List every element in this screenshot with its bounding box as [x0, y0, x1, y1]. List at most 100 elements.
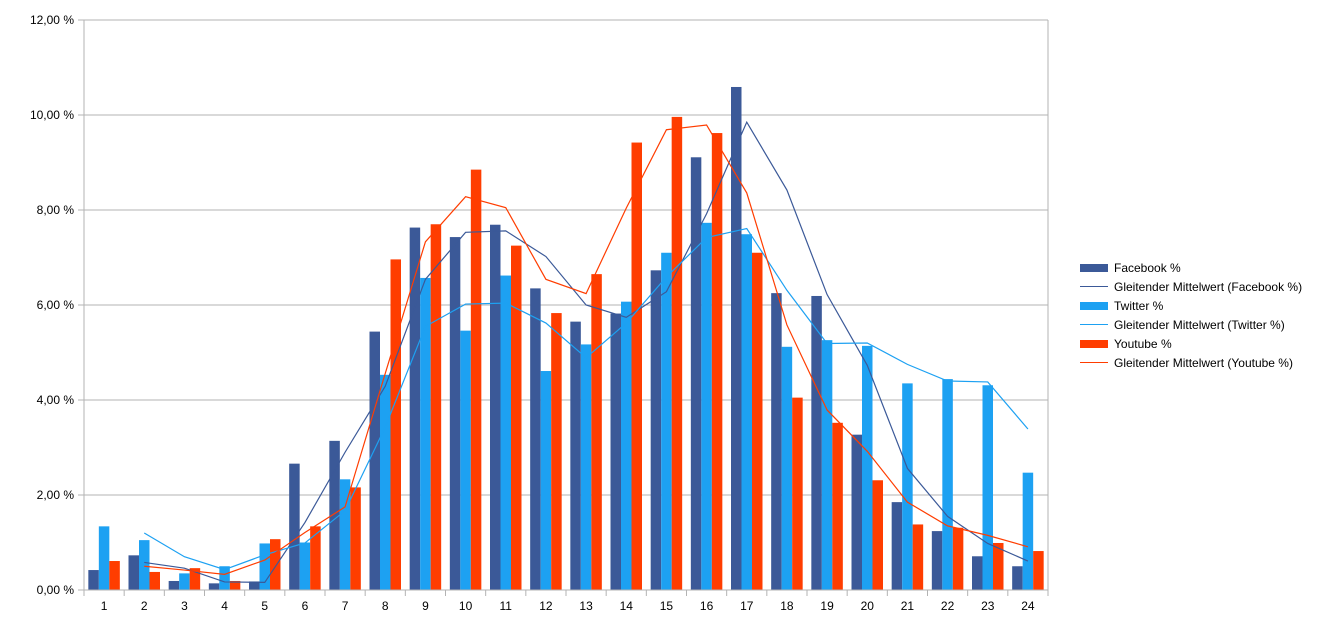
- bar-youtube: [310, 526, 321, 590]
- bar-twitter: [902, 383, 913, 591]
- legend-item-twitter: Twitter %: [1080, 296, 1302, 315]
- grid-lines: [78, 19, 1048, 591]
- bar-twitter: [982, 385, 993, 590]
- legend-label-twitter: Twitter %: [1114, 298, 1164, 313]
- bar-twitter: [540, 371, 552, 590]
- bar-youtube: [229, 580, 241, 590]
- legend-item-youtube-avg: Gleitender Mittelwert (Youtube %): [1080, 353, 1302, 372]
- bar-twitter: [500, 275, 511, 590]
- y-tick-label: 10,00 %: [30, 108, 74, 122]
- bar-facebook: [1012, 566, 1023, 590]
- bar-youtube: [952, 527, 964, 590]
- bar-facebook: [570, 321, 581, 591]
- x-tick-label: 9: [422, 599, 429, 613]
- bar-twitter: [1022, 472, 1034, 590]
- x-tick-label: 22: [941, 599, 955, 613]
- legend: Facebook % Gleitender Mittelwert (Facebo…: [1080, 258, 1302, 372]
- x-tick-label: 15: [660, 599, 674, 613]
- x-tick-label: 3: [181, 599, 188, 613]
- bar-facebook: [530, 288, 541, 591]
- legend-label-youtube: Youtube %: [1114, 336, 1172, 351]
- bar-youtube: [511, 245, 522, 591]
- bar-twitter: [139, 540, 150, 591]
- bar-youtube: [390, 259, 401, 590]
- x-tick-label: 17: [740, 599, 754, 613]
- bar-youtube: [350, 487, 361, 590]
- bar-twitter: [219, 566, 230, 590]
- bar-facebook: [289, 463, 300, 590]
- x-tick-label: 12: [539, 599, 553, 613]
- y-tick-label: 2,00 %: [37, 488, 75, 502]
- legend-label-facebook-avg: Gleitender Mittelwert (Facebook %): [1114, 279, 1303, 294]
- bar-youtube: [752, 252, 763, 590]
- bar-twitter: [781, 346, 793, 590]
- bar-facebook: [650, 270, 662, 590]
- bar-facebook: [851, 434, 862, 590]
- legend-label-youtube-avg: Gleitender Mittelwert (Youtube %): [1114, 355, 1293, 370]
- x-tick-label: 1: [101, 599, 108, 613]
- line-twitter-moving-average: [143, 227, 1029, 571]
- bar-youtube: [430, 224, 442, 590]
- legend-swatch-youtube-avg: [1080, 362, 1108, 363]
- x-tick-label: 20: [861, 599, 875, 613]
- x-tick-label: 14: [620, 599, 634, 613]
- bar-youtube: [711, 133, 723, 591]
- bar-facebook: [811, 295, 822, 590]
- bar-youtube: [551, 313, 562, 590]
- legend-swatch-twitter: [1080, 301, 1108, 310]
- x-tick-label: 11: [500, 599, 513, 613]
- x-tick-label: 6: [302, 599, 309, 613]
- x-tick-label: 2: [141, 599, 148, 613]
- x-tick-label: 7: [342, 599, 349, 613]
- bar-facebook: [891, 502, 903, 591]
- y-tick-label: 12,00 %: [30, 13, 74, 27]
- y-tick-label: 0,00 %: [37, 583, 75, 597]
- legend-swatch-twitter-avg: [1080, 324, 1108, 325]
- bar-twitter: [580, 344, 592, 590]
- bar-twitter: [661, 252, 672, 590]
- bar-twitter: [420, 277, 431, 590]
- bar-twitter: [339, 479, 351, 590]
- x-tick-label: 5: [261, 599, 268, 613]
- bar-youtube: [149, 571, 160, 590]
- bar-facebook: [490, 224, 501, 590]
- bar-youtube: [671, 116, 683, 591]
- legend-item-youtube: Youtube %: [1080, 334, 1302, 353]
- bar-youtube: [631, 142, 642, 591]
- bar-facebook: [449, 237, 461, 590]
- bar-facebook: [208, 583, 220, 590]
- bar-youtube: [993, 542, 1004, 590]
- bar-twitter: [942, 379, 953, 590]
- bar-facebook: [249, 581, 260, 590]
- bar-youtube: [470, 169, 482, 590]
- x-tick-label: 19: [820, 599, 834, 613]
- bar-twitter: [460, 330, 471, 590]
- x-tick-label: 23: [981, 599, 995, 613]
- y-tick-label: 6,00 %: [37, 298, 75, 312]
- legend-label-twitter-avg: Gleitender Mittelwert (Twitter %): [1114, 317, 1285, 332]
- moving-average-lines: [143, 120, 1029, 584]
- x-tick-label: 21: [901, 599, 915, 613]
- bar-youtube: [109, 561, 120, 590]
- bar-facebook: [128, 555, 139, 590]
- x-tick-label: 10: [459, 599, 473, 613]
- bar-youtube: [189, 568, 201, 590]
- bar-youtube: [832, 422, 843, 590]
- bar-facebook: [731, 86, 742, 590]
- bar-twitter: [621, 301, 632, 590]
- x-tick-label: 8: [382, 599, 389, 613]
- y-tick-label: 4,00 %: [37, 393, 75, 407]
- line-facebook-moving-average: [144, 120, 1029, 584]
- bar-twitter: [821, 340, 833, 590]
- bar-twitter: [741, 234, 752, 591]
- bar-youtube: [1033, 551, 1044, 590]
- bar-facebook: [168, 580, 180, 590]
- x-tick-label: 13: [579, 599, 593, 613]
- x-tick-label: 24: [1021, 599, 1035, 613]
- bar-facebook: [610, 313, 621, 590]
- line-youtube-moving-average: [144, 124, 1029, 575]
- bar-twitter: [259, 543, 270, 590]
- bar-facebook: [931, 531, 943, 590]
